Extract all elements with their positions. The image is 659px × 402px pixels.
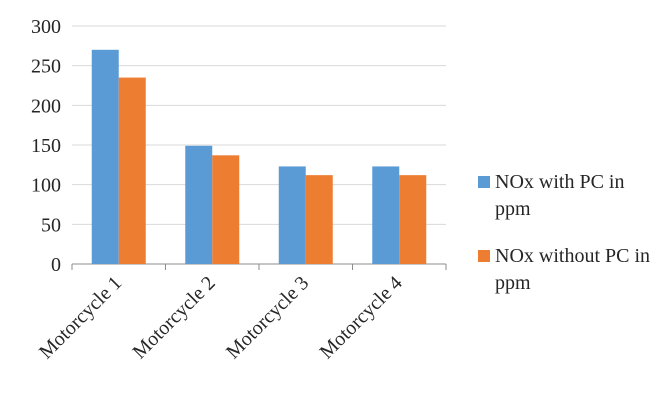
- y-tick-label: 300: [31, 16, 61, 38]
- bar-nox-without-pc-2: [212, 155, 240, 264]
- legend-swatch: [478, 176, 490, 188]
- y-tick-label: 50: [41, 214, 61, 236]
- bar-nox-with-pc-4: [372, 166, 400, 264]
- y-tick-label: 0: [51, 254, 61, 276]
- x-tick-label: Motorcycle 2: [128, 272, 219, 363]
- bar-nox-without-pc-1: [118, 77, 146, 264]
- x-tick-label: Motorcycle 1: [35, 272, 126, 363]
- x-tick-label: Motorcycle 4: [315, 272, 406, 363]
- bar-nox-with-pc-1: [91, 49, 119, 264]
- y-tick-label: 250: [31, 56, 61, 78]
- bar-nox-without-pc-3: [305, 175, 333, 264]
- y-tick-label: 200: [31, 95, 61, 117]
- legend-label: NOx without PC in ppm: [495, 245, 650, 294]
- bar-nox-with-pc-3: [278, 166, 306, 264]
- y-tick-label: 100: [31, 175, 61, 197]
- y-tick-label: 150: [31, 135, 61, 157]
- bar-nox-with-pc-2: [185, 145, 213, 264]
- bar-nox-without-pc-4: [399, 175, 427, 264]
- legend-swatch: [478, 250, 490, 262]
- legend-label: NOx with PC in ppm: [495, 171, 624, 220]
- x-tick-label: Motorcycle 3: [222, 272, 313, 363]
